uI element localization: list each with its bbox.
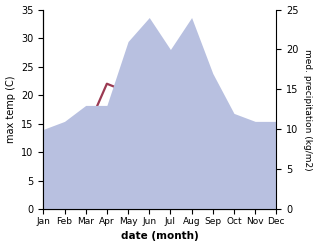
Y-axis label: max temp (C): max temp (C) xyxy=(5,76,16,143)
Y-axis label: med. precipitation (kg/m2): med. precipitation (kg/m2) xyxy=(303,49,313,170)
X-axis label: date (month): date (month) xyxy=(121,231,199,242)
